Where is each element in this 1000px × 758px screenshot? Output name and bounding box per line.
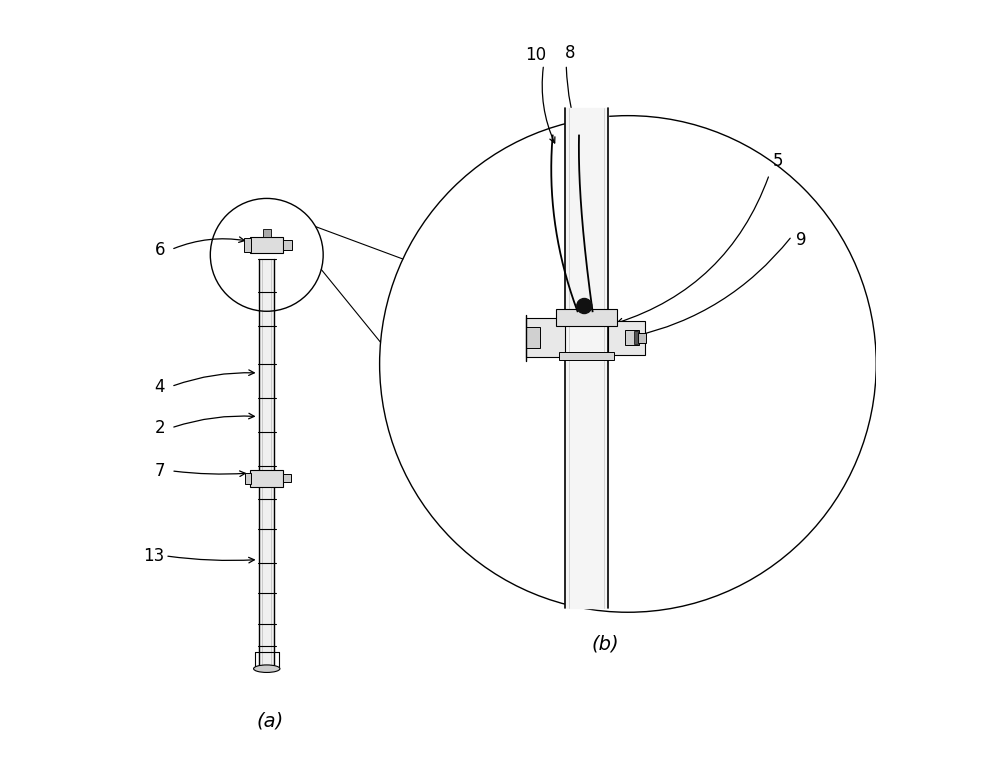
Text: 7: 7 bbox=[155, 462, 165, 480]
Text: 9: 9 bbox=[796, 230, 806, 249]
Circle shape bbox=[577, 299, 592, 314]
Bar bbox=[634, 330, 638, 344]
Text: 5: 5 bbox=[773, 152, 784, 170]
Text: (b): (b) bbox=[592, 634, 619, 653]
Bar bbox=[283, 475, 291, 482]
Bar bbox=[625, 330, 639, 345]
Bar bbox=[559, 352, 614, 360]
Bar bbox=[526, 327, 540, 349]
Text: (a): (a) bbox=[257, 712, 284, 731]
Text: 6: 6 bbox=[155, 240, 165, 258]
Bar bbox=[638, 333, 646, 343]
Bar bbox=[244, 239, 251, 252]
Bar bbox=[556, 309, 617, 327]
Bar bbox=[250, 236, 283, 253]
Bar bbox=[608, 321, 645, 355]
Bar bbox=[245, 472, 251, 484]
Text: 2: 2 bbox=[155, 419, 165, 437]
Text: 13: 13 bbox=[143, 547, 165, 565]
Bar bbox=[526, 318, 565, 357]
Text: 8: 8 bbox=[565, 44, 575, 62]
Text: 10: 10 bbox=[526, 46, 547, 64]
Ellipse shape bbox=[254, 665, 280, 672]
Bar bbox=[283, 240, 292, 250]
Text: 4: 4 bbox=[155, 377, 165, 396]
Bar bbox=[263, 229, 271, 236]
Bar bbox=[250, 470, 283, 487]
